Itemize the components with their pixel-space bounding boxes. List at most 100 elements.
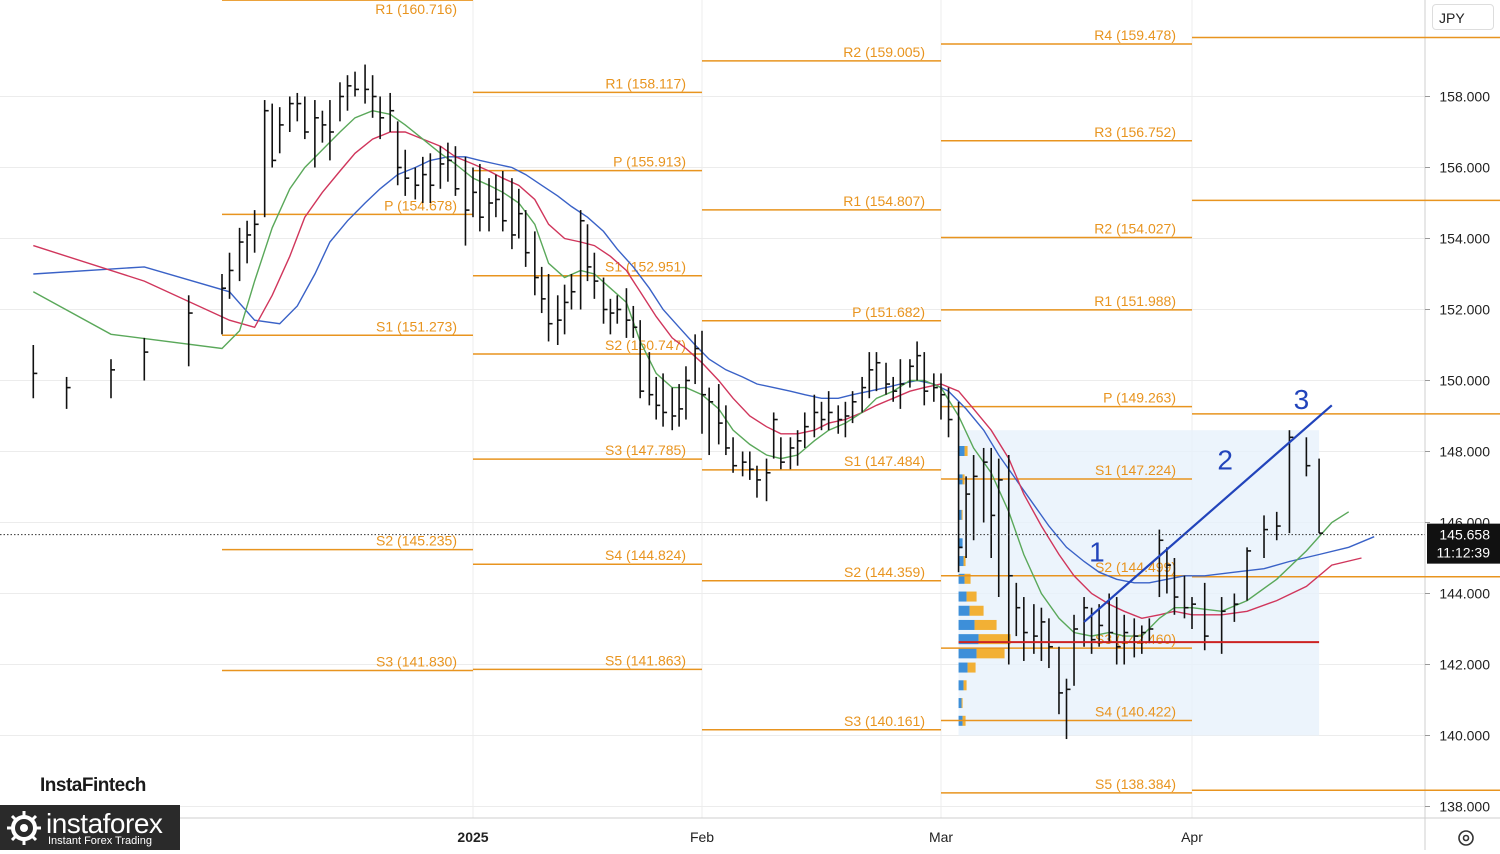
- ohlc-bar: [732, 437, 738, 473]
- profile-bar-value-area: [958, 605, 970, 616]
- profile-bar-value-area: [958, 619, 975, 630]
- price-tick-label: 150.000: [1439, 373, 1490, 389]
- ohlc-bar: [1108, 593, 1114, 644]
- ohlc-bar: [263, 100, 269, 218]
- ohlc-bar: [1275, 511, 1281, 541]
- ohlc-bar: [1305, 437, 1311, 477]
- ohlc-bar: [780, 437, 785, 470]
- ohlc-bar: [1233, 593, 1239, 622]
- ohlc-bar: [1040, 607, 1046, 661]
- ohlc-bar: [364, 64, 370, 104]
- ohlc-bar: [609, 298, 615, 335]
- price-tick-label: 158.000: [1439, 89, 1490, 105]
- instaforex-logo-box: [0, 805, 180, 850]
- ohlc-bar: [304, 96, 309, 140]
- profile-bar-volume: [963, 556, 966, 567]
- ohlc-bar: [339, 82, 344, 122]
- ohlc-bar: [278, 107, 284, 154]
- ohlc-bar: [990, 447, 996, 558]
- ohlc-bar: [570, 274, 576, 310]
- ohlc-bar: [1123, 614, 1129, 665]
- ohlc-bar: [556, 295, 562, 345]
- pivot-label: S5 (141.863): [605, 652, 686, 668]
- ohlc-bar: [586, 224, 592, 282]
- profile-bar-volume: [963, 680, 967, 691]
- profile-bar-value-area: [958, 648, 977, 659]
- instafintech-logo: InstaFintech: [40, 775, 146, 796]
- profile-bar-volume: [976, 648, 1005, 659]
- symbol-selector[interactable]: JPY: [1432, 4, 1494, 30]
- ohlc-bar: [501, 171, 507, 232]
- ohlc-bar: [803, 412, 809, 448]
- ohlc-bar: [1166, 547, 1171, 594]
- profile-bar-value-area: [958, 680, 964, 691]
- ohlc-bar: [495, 174, 500, 218]
- profile-bar-value-area: [958, 634, 979, 645]
- ohlc-bar: [1023, 597, 1028, 661]
- ohlc-bar: [414, 167, 420, 200]
- price-axis: 158.000 156.000 154.000 152.000 150.000 148.0…: [1425, 89, 1500, 815]
- ohlc-bar: [32, 345, 38, 399]
- profile-bar-value-area: [958, 573, 965, 584]
- ohlc-bar: [772, 412, 778, 459]
- ohlc-bar: [396, 121, 402, 186]
- price-tick-label: 144.000: [1439, 586, 1490, 602]
- pivot-label: S4 (144.824): [605, 547, 686, 563]
- ohlc-bar: [916, 341, 922, 381]
- profile-bar-volume: [964, 573, 971, 584]
- ohlc-bar: [1007, 455, 1013, 665]
- ohlc-bar: [662, 373, 668, 427]
- profile-bar-value-area: [958, 556, 964, 567]
- pivot-label: S2 (144.359): [844, 564, 925, 580]
- pivot-label: S2 (145.235): [376, 533, 457, 549]
- ohlc-bar: [488, 178, 494, 232]
- pivot-label: R1 (151.988): [1094, 293, 1176, 309]
- ohlc-bar: [314, 100, 319, 168]
- ohlc-bar: [694, 334, 700, 385]
- ohlc-bar: [982, 447, 988, 523]
- date-label: Feb: [690, 829, 714, 845]
- ohlc-bar: [253, 210, 259, 253]
- ohlc-bar: [1318, 458, 1324, 534]
- ohlc-bar: [1065, 678, 1071, 740]
- ohlc-bar: [1158, 529, 1164, 598]
- ohlc-bar: [246, 220, 252, 264]
- ohlc-bar: [379, 96, 385, 140]
- ohlc-bar: [789, 437, 795, 470]
- pivot-label: S2 (144.499): [1095, 559, 1176, 575]
- ohlc-bar: [701, 330, 706, 434]
- ohlc-bar: [851, 391, 857, 424]
- ohlc-bars: [32, 64, 1324, 740]
- ohlc-bar: [238, 227, 244, 282]
- ohlc-bar: [296, 92, 302, 122]
- ohlc-bar: [1246, 547, 1252, 601]
- profile-bar-volume: [961, 698, 963, 709]
- ohlc-bar: [957, 401, 963, 573]
- ohlc-bar: [892, 376, 898, 402]
- gear-icon[interactable]: [1455, 827, 1477, 854]
- profile-bar-volume: [974, 619, 997, 630]
- profile-bar-value-area: [958, 698, 962, 709]
- ohlc-bar: [602, 277, 608, 324]
- price-tick-label: 156.000: [1439, 160, 1490, 176]
- ohlc-bar: [1183, 575, 1189, 619]
- wave-label: 1: [1089, 537, 1105, 568]
- ohlc-bar: [909, 359, 914, 388]
- ohlc-bar: [899, 359, 905, 409]
- ohlc-bar: [827, 391, 833, 431]
- wave-label: 3: [1294, 384, 1310, 415]
- pivot-label: R3 (156.752): [1094, 124, 1176, 140]
- date-label: Apr: [1181, 829, 1203, 845]
- ohlc-bar: [479, 163, 484, 232]
- pivot-label: S3 (147.785): [605, 442, 686, 458]
- current-price-value: 145.658: [1439, 527, 1490, 543]
- wave-label: 2: [1217, 444, 1233, 475]
- ohlc-bar: [228, 252, 234, 299]
- profile-bar-value-area: [958, 662, 968, 673]
- ohlc-bar: [472, 167, 477, 218]
- wave-trend-line: [1083, 404, 1333, 623]
- pivot-label: S3 (140.161): [844, 713, 925, 729]
- ohlc-bar: [837, 405, 843, 434]
- ema-slow-line: [33, 156, 1375, 584]
